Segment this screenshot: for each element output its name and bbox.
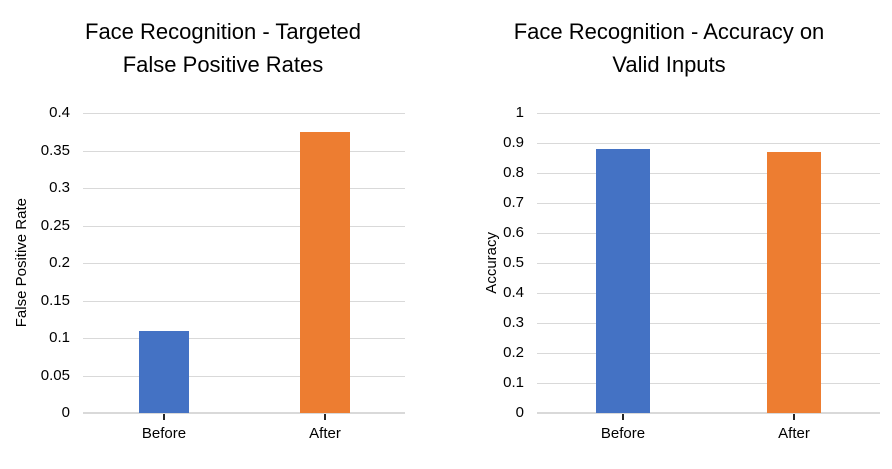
x-category-label-before: Before: [600, 425, 646, 442]
x-category-label-after: After: [778, 425, 810, 442]
chart-title-line-1: Face Recognition - Targeted: [85, 19, 361, 44]
y-tick-label-0.1: 0.1: [49, 329, 70, 346]
gridline-0.1: [83, 338, 405, 339]
y-tick-label-0.4: 0.4: [503, 284, 524, 301]
y-tick-label-0.3: 0.3: [49, 179, 70, 196]
y-tick-label-0.4: 0.4: [49, 104, 70, 121]
x-category-label-before: Before: [141, 425, 187, 442]
gridline-0.1: [537, 383, 880, 384]
y-tick-label-0.15: 0.15: [40, 292, 70, 309]
x-axis-tick-after: [324, 414, 326, 420]
gridline-0.4: [83, 113, 405, 114]
y-tick-label-0.1: 0.1: [503, 374, 524, 391]
x-category-label-after: After: [309, 425, 341, 442]
y-tick-label-0.2: 0.2: [49, 254, 70, 271]
chart-title-line-2: Valid Inputs: [612, 52, 726, 77]
y-tick-label-0: 0: [515, 404, 524, 421]
y-tick-label-0.6: 0.6: [503, 224, 524, 241]
gridline-0.7: [537, 203, 880, 204]
x-axis-tick-after: [793, 414, 795, 420]
chart-title-line-1: Face Recognition - Accuracy on: [513, 19, 825, 44]
chart-targeted-false-positive-rates: Face Recognition - Targeted False Positi…: [0, 15, 446, 442]
gridline-0.5: [537, 263, 880, 264]
chart-title: Face Recognition - Targeted False Positi…: [0, 15, 446, 81]
gridline-0.2: [83, 263, 405, 264]
gridline-0.15: [83, 301, 405, 302]
gridline-0.6: [537, 233, 880, 234]
gridline-0.2: [537, 353, 880, 354]
y-tick-label-0.5: 0.5: [503, 254, 524, 271]
gridline-0.3: [83, 188, 405, 189]
chart-title-line-2: False Positive Rates: [122, 52, 324, 77]
plot-area: [83, 113, 405, 414]
gridline-0.35: [83, 151, 405, 152]
gridline-0.25: [83, 226, 405, 227]
bar-after: [300, 132, 350, 413]
y-tick-label-0.3: 0.3: [503, 314, 524, 331]
y-tick-label-0.2: 0.2: [503, 344, 524, 361]
y-tick-label-1: 1: [515, 104, 524, 121]
gridline-0.05: [83, 376, 405, 377]
bar-before: [596, 149, 650, 413]
gridline-1: [537, 113, 880, 114]
y-tick-label-0.25: 0.25: [40, 217, 70, 234]
x-axis-tick-before: [163, 414, 165, 420]
gridline-0.4: [537, 293, 880, 294]
x-axis-tick-before: [622, 414, 624, 420]
gridline-0.8: [537, 173, 880, 174]
y-tick-label-0: 0: [61, 404, 70, 421]
y-tick-label-0.35: 0.35: [40, 142, 70, 159]
x-axis-line: [83, 412, 405, 414]
y-tick-label-0.05: 0.05: [40, 367, 70, 384]
gridline-0.9: [537, 143, 880, 144]
y-tick-label-0.8: 0.8: [503, 164, 524, 181]
y-tick-label-0.9: 0.9: [503, 134, 524, 151]
plot-area: [537, 113, 880, 414]
x-axis-line: [537, 412, 880, 414]
chart-title: Face Recognition - Accuracy on Valid Inp…: [446, 15, 892, 81]
gridline-0.3: [537, 323, 880, 324]
chart-accuracy-on-valid-inputs: Face Recognition - Accuracy on Valid Inp…: [446, 0, 892, 469]
y-tick-label-0.7: 0.7: [503, 194, 524, 211]
bar-before: [139, 331, 189, 413]
bar-after: [767, 152, 821, 413]
